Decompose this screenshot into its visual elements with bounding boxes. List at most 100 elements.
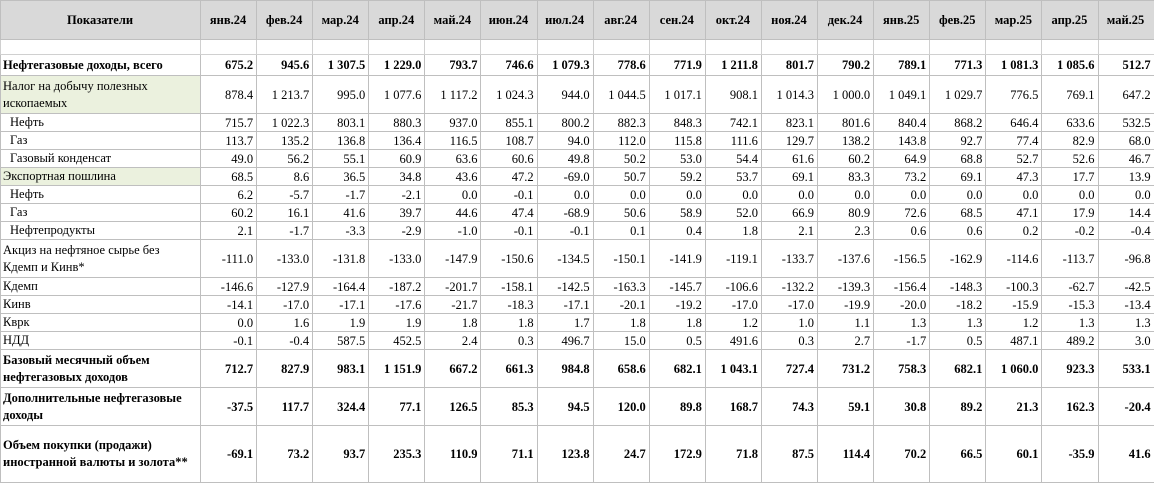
value-cell: 491.6 [704, 331, 762, 350]
header-month: сен.24 [648, 0, 706, 40]
value-cell: 0.0 [592, 185, 650, 204]
value-cell: 61.6 [760, 149, 819, 168]
value-cell: 633.6 [1041, 113, 1099, 132]
empty-cell [256, 39, 314, 55]
empty-cell [929, 39, 987, 55]
value-cell: 945.6 [256, 54, 314, 76]
value-cell: 778.6 [592, 54, 650, 76]
value-cell: 1 043.1 [704, 349, 762, 388]
value-cell: 0.0 [648, 185, 706, 204]
value-cell: 2.4 [424, 331, 482, 350]
table-row: Кдемп -146.6 -127.9 -164.4 -187.2 -201.7 -158.… [0, 277, 1154, 296]
header-month: мар.25 [985, 0, 1043, 40]
value-cell: 0.0 [760, 185, 819, 204]
value-cell: 74.3 [760, 387, 819, 426]
value-cell: 1 085.6 [1041, 54, 1099, 76]
value-cell: 126.5 [424, 387, 482, 426]
value-cell: 712.7 [199, 349, 258, 388]
value-cell: 848.3 [648, 113, 706, 132]
value-cell: 1 014.3 [760, 75, 819, 114]
value-cell: 682.1 [929, 349, 987, 388]
value-cell: 59.2 [648, 167, 706, 186]
empty-cell [368, 39, 426, 55]
value-cell: 30.8 [873, 387, 931, 426]
row-label: НДД [0, 331, 201, 350]
value-cell: 24.7 [592, 425, 650, 483]
row-label: Экспортная пошлина [0, 167, 201, 186]
empty-cell [704, 39, 762, 55]
value-cell: -119.1 [704, 239, 762, 278]
value-cell: -1.0 [424, 221, 482, 240]
value-cell: 129.7 [760, 131, 819, 150]
value-cell: 1 211.8 [704, 54, 762, 76]
header-month: янв.25 [873, 0, 931, 40]
value-cell: -0.1 [536, 221, 594, 240]
value-cell: -163.3 [592, 277, 650, 296]
row-label: Акциз на нефтяное сырье без Кдемп и Кинв… [0, 239, 201, 278]
table-row: Экспортная пошлина 68.5 8.6 36.5 34.8 43.6 47.… [0, 167, 1154, 186]
value-cell: 52.0 [704, 203, 762, 222]
header-month: янв.24 [199, 0, 258, 40]
value-cell: 0.2 [985, 221, 1043, 240]
value-cell: 82.9 [1041, 131, 1099, 150]
value-cell: 587.5 [312, 331, 370, 350]
value-cell: 47.3 [985, 167, 1043, 186]
value-cell: 0.0 [1097, 185, 1154, 204]
value-cell: 2.3 [817, 221, 875, 240]
value-cell: -142.5 [536, 277, 594, 296]
value-cell: 908.1 [704, 75, 762, 114]
value-cell: 667.2 [424, 349, 482, 388]
value-cell: 1.8 [592, 313, 650, 332]
value-cell: 235.3 [368, 425, 426, 483]
row-label: Газовый конденсат [0, 149, 201, 168]
header-month: ноя.24 [760, 0, 819, 40]
value-cell: -20.4 [1097, 387, 1154, 426]
value-cell: 94.5 [536, 387, 594, 426]
row-label: Нефть [0, 113, 201, 132]
empty-cell [0, 39, 201, 55]
value-cell: 727.4 [760, 349, 819, 388]
value-cell: 94.0 [536, 131, 594, 150]
value-cell: 1 307.5 [312, 54, 370, 76]
value-cell: 68.5 [929, 203, 987, 222]
value-cell: 168.7 [704, 387, 762, 426]
value-cell: 64.9 [873, 149, 931, 168]
value-cell: 138.2 [817, 131, 875, 150]
header-indicator-label: Показатели [0, 0, 201, 40]
value-cell: -20.1 [592, 295, 650, 314]
value-cell: 452.5 [368, 331, 426, 350]
value-cell: -1.7 [256, 221, 314, 240]
value-cell: 56.2 [256, 149, 314, 168]
table-row: Нефть 6.2 -5.7 -1.7 -2.1 0.0 -0.1 0.0 0.0 0.0 0.0 0… [0, 185, 1154, 204]
value-cell: 8.6 [256, 167, 314, 186]
value-cell: 0.0 [199, 313, 258, 332]
value-cell: -158.1 [480, 277, 538, 296]
value-cell: 143.8 [873, 131, 931, 150]
value-cell: -145.7 [648, 277, 706, 296]
empty-cell [648, 39, 706, 55]
value-cell: 0.6 [929, 221, 987, 240]
empty-cell [985, 39, 1043, 55]
empty-cell [873, 39, 931, 55]
value-cell: 1.3 [929, 313, 987, 332]
value-cell: 0.0 [817, 185, 875, 204]
value-cell: 116.5 [424, 131, 482, 150]
value-cell: 120.0 [592, 387, 650, 426]
value-cell: -0.4 [256, 331, 314, 350]
value-cell: -5.7 [256, 185, 314, 204]
value-cell: 66.9 [760, 203, 819, 222]
value-cell: 111.6 [704, 131, 762, 150]
value-cell: 87.5 [760, 425, 819, 483]
value-cell: -133.0 [368, 239, 426, 278]
value-cell: -62.7 [1041, 277, 1099, 296]
row-label: Нефтепродукты [0, 221, 201, 240]
value-cell: -114.6 [985, 239, 1043, 278]
value-cell: 0.0 [873, 185, 931, 204]
empty-cell [424, 39, 482, 55]
value-cell: 50.6 [592, 203, 650, 222]
value-cell: 1.8 [704, 221, 762, 240]
value-cell: 1 151.9 [368, 349, 426, 388]
value-cell: 89.2 [929, 387, 987, 426]
value-cell: 92.7 [929, 131, 987, 150]
table-row: НДД -0.1 -0.4 587.5 452.5 2.4 0.3 496.7 15.0 0.5 4… [0, 331, 1154, 350]
